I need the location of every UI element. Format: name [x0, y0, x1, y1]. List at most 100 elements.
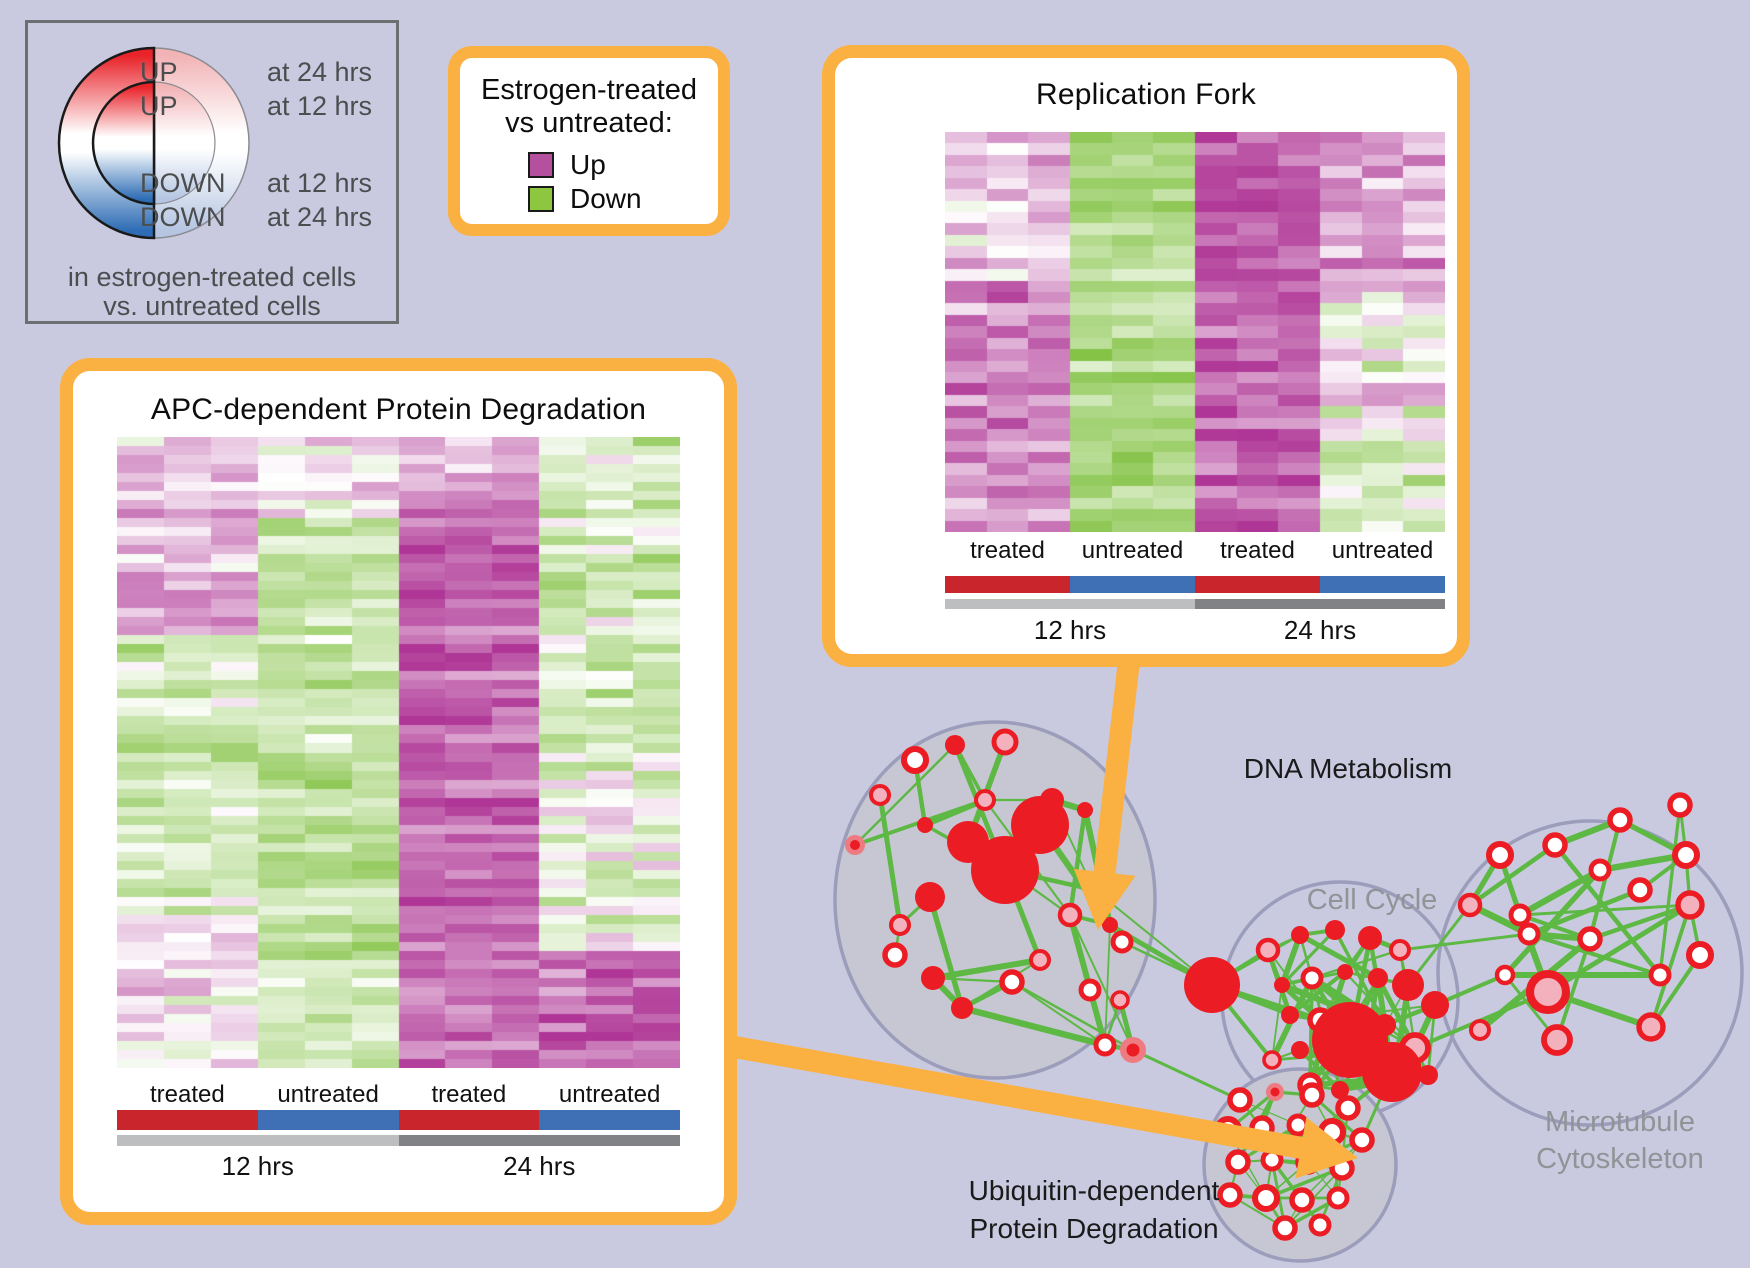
replication-fork-panel: Replication Fork treated untreated treat… — [822, 45, 1470, 667]
gene-node-ring-pink — [973, 788, 997, 812]
time-label: 24 hrs — [1283, 615, 1357, 645]
gene-node-red — [915, 882, 945, 912]
cluster-ellipse-mt — [1436, 819, 1744, 1127]
gene-node-ring-white — [1685, 940, 1715, 970]
bar-12hrs — [945, 599, 1195, 609]
network-edge — [1280, 928, 1337, 987]
cluster-label-line: Ubiquitin-dependent — [968, 1175, 1220, 1206]
condition-label: treated — [1220, 537, 1295, 564]
down-color-swatch — [528, 186, 554, 212]
time-label: 12 hrs — [221, 1151, 294, 1181]
gene-node-ring-white — [1648, 963, 1672, 987]
untreated-bar — [257, 1110, 399, 1130]
up-color-swatch — [528, 152, 554, 178]
network-edge — [1519, 903, 1691, 917]
gene-node-red — [1337, 964, 1353, 980]
ring-time: at 24 hrs — [266, 202, 372, 232]
gene-node-ring-white — [1508, 903, 1532, 927]
gene-node-ring-white — [1110, 930, 1134, 954]
replication-fork-title: Replication Fork — [1036, 78, 1256, 111]
estrogen-color-key: Estrogen-treated vs untreated: Up Down — [448, 46, 730, 236]
gene-node-ring-white — [1542, 832, 1568, 858]
gene-node-ring-white — [1078, 978, 1102, 1002]
cluster-label-line: Cytoskeleton — [1536, 1143, 1704, 1175]
treated-bar — [945, 576, 1070, 593]
untreated-bar — [539, 1110, 680, 1130]
gene-node-red — [1281, 1006, 1299, 1024]
gene-node-red — [1331, 1081, 1349, 1099]
replication-fork-heatmap — [945, 132, 1445, 532]
network-edge — [877, 794, 903, 926]
network-edge — [1468, 843, 1557, 907]
condition-label: untreated — [1081, 537, 1184, 564]
treated-bar — [398, 1110, 540, 1130]
gene-node-ring-white — [1326, 1186, 1350, 1210]
gene-node-red — [921, 966, 945, 990]
condition-label: treated — [431, 1081, 507, 1108]
gene-node-ring-white — [1217, 1182, 1243, 1208]
network-edge — [1308, 977, 1314, 1086]
gene-node-ring-pink — [1675, 890, 1705, 920]
gene-node-ring-white — [1494, 964, 1516, 986]
network-edge — [1067, 809, 1088, 916]
network-edge — [1011, 981, 1106, 1046]
gene-node-red — [1102, 917, 1118, 933]
gene-node-red — [1077, 802, 1093, 818]
apc-time-bar — [117, 1135, 680, 1146]
network-edge — [1649, 904, 1692, 1028]
gene-node-red — [1184, 957, 1240, 1013]
gene-node-red — [1011, 796, 1069, 854]
ring-word: DOWN — [140, 202, 226, 232]
gene-node-ring-pink — [1255, 937, 1281, 963]
cluster-label-line: Cell Cycle — [1306, 884, 1438, 916]
cluster-label-dna-metabolism: DNA Metabolism — [1198, 750, 1498, 787]
cluster-label-cell-cycle: Cell Cycle — [1247, 882, 1497, 919]
cluster-label-ubiquitin-protein-degradation: Ubiquitin-dependent Protein Degradation — [934, 1172, 1254, 1248]
color-key-title-1: Estrogen-treated — [480, 74, 697, 106]
network-edge — [927, 896, 965, 1009]
gene-node-ring-white — [1627, 877, 1653, 903]
gene-node-ring-pink — [868, 783, 892, 807]
bar-24hrs — [1195, 599, 1445, 609]
network-edge — [1311, 948, 1401, 980]
gene-node-ring-pink — [1541, 1024, 1573, 1056]
gene-node-red — [1392, 969, 1424, 1001]
gene-node-red — [945, 735, 965, 755]
cluster-label-line: Microtubule — [1545, 1106, 1695, 1138]
apc-panel-title: APC-dependent Protein Degradation — [150, 393, 647, 426]
gene-node-ring-pink — [1468, 1018, 1492, 1042]
bar-24hrs — [398, 1135, 680, 1146]
treated-bar — [117, 1110, 258, 1130]
gene-node-red — [971, 836, 1039, 904]
gene-node-ring-white — [999, 969, 1025, 995]
gene-node-red — [1368, 968, 1388, 988]
gene-node-ring-white — [900, 745, 930, 775]
gene-node-red — [1421, 991, 1449, 1019]
gene-node-ring-white — [1607, 807, 1633, 833]
network-edge — [1271, 984, 1283, 1061]
rf-time-labels: 12 hrs 24 hrs — [945, 615, 1445, 646]
network-edge — [1555, 938, 1592, 1041]
apc-condition-labels: treated untreated treated untreated — [117, 1081, 680, 1109]
color-key-title-2: vs untreated: — [505, 107, 673, 139]
network-bridge-edge — [1546, 902, 1692, 995]
bottom-margin-strip — [0, 1268, 1750, 1279]
ring-row-down-24: DOWN at 24 hrs — [140, 202, 372, 232]
network-edge — [1599, 851, 1687, 874]
gene-node-ring-pink — [1262, 1050, 1282, 1070]
cluster-label-microtubule-cytoskeleton: Microtubule Cytoskeleton — [1470, 1104, 1750, 1178]
color-key-item-down: Down — [460, 183, 718, 214]
gene-node-ring-white — [1349, 1127, 1375, 1153]
gene-node-ring-white — [882, 942, 908, 968]
gene-node-core — [850, 840, 860, 850]
updown-ring-legend-box: UP at 24 hrs UP at 12 hrs DOWN at 12 hrs… — [25, 20, 399, 324]
gene-node-ring-white — [1272, 1215, 1298, 1241]
connector-arrow-shaft — [716, 1033, 1309, 1160]
gene-node-ring-pink — [1057, 902, 1083, 928]
rf-time-bar — [945, 599, 1445, 609]
time-label: 12 hrs — [1033, 615, 1107, 645]
cluster-label-line: DNA Metabolism — [1243, 753, 1453, 784]
network-edge — [1528, 932, 1661, 977]
condition-label: untreated — [1331, 537, 1434, 564]
connector-arrow-head — [1073, 868, 1136, 930]
